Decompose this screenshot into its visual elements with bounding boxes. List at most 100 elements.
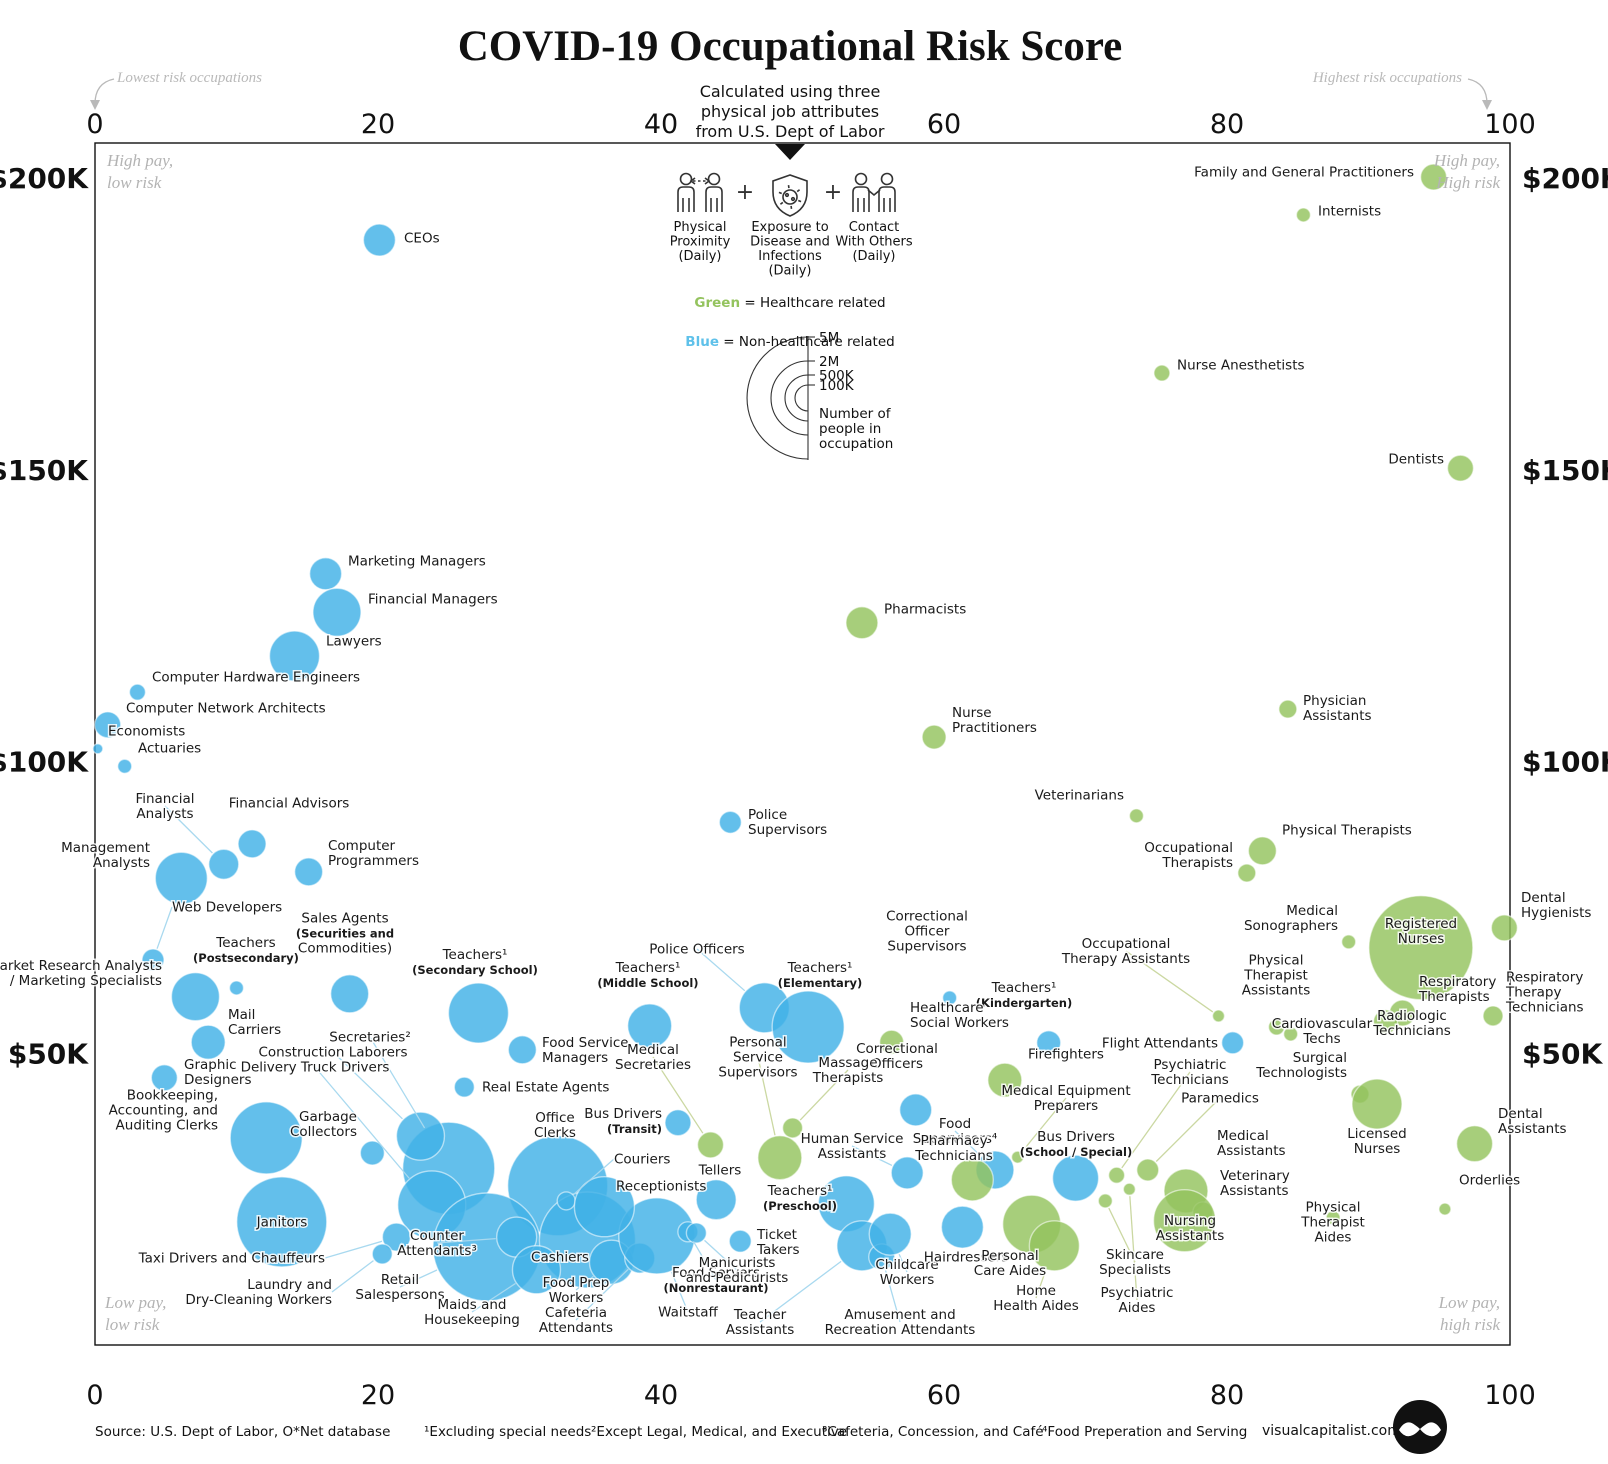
bubble-paramedics[interactable] <box>1136 1158 1160 1182</box>
bubble-human-service-assistants[interactable] <box>890 1156 924 1190</box>
bubble-pharmacists[interactable] <box>845 606 879 640</box>
bubble-occupational-therapists[interactable] <box>1237 863 1257 883</box>
bubble-orderlies[interactable] <box>1438 1202 1452 1216</box>
bubble-registered-nurses[interactable] <box>1368 895 1474 1001</box>
bubble-financial-advisors[interactable] <box>237 829 267 859</box>
label-hairdressers: Hairdressers <box>924 1250 1009 1266</box>
bubble-teachers-middle-school[interactable] <box>626 1003 673 1049</box>
bubble-respiratory-therapy-technicians[interactable] <box>1482 1005 1504 1027</box>
bubble-personal-service-supervisors[interactable] <box>757 1135 803 1181</box>
bubble-economists[interactable] <box>92 743 104 755</box>
bubble-laundry-and-dry-cleaning-workers[interactable] <box>371 1243 393 1265</box>
label-dentists: Dentists <box>1388 452 1444 468</box>
bubble-taxi-drivers-and-chauffeurs[interactable] <box>381 1222 412 1252</box>
bubble-lawyers[interactable] <box>268 630 321 682</box>
bubble-mail-carriers[interactable] <box>190 1024 226 1060</box>
bubble-teachers-secondary-school[interactable] <box>447 982 510 1044</box>
bubble-marketing-managers[interactable] <box>308 557 343 591</box>
label-firefighters: Firefighters <box>1028 1047 1104 1063</box>
bubble-financial-analysts[interactable] <box>208 848 240 880</box>
site-credit[interactable]: visualcapitalist.com <box>1262 1423 1401 1439</box>
bubble-correctional-officers[interactable] <box>899 1093 933 1127</box>
bubble-physical-therapist-assistants[interactable] <box>1267 1018 1286 1036</box>
bubble-teachers-postsecondary[interactable] <box>228 980 245 996</box>
bubble-correctional-officer-supervisors[interactable] <box>941 990 958 1006</box>
bubble-occupational-therapy-assistants[interactable] <box>1211 1009 1226 1023</box>
x-tick-top-0: 0 <box>86 109 103 140</box>
healthcare-color-text: = Healthcare related <box>740 294 886 311</box>
bubble-veterinarians[interactable] <box>1128 808 1145 824</box>
label-computer-network-architects: Computer Network Architects <box>126 701 326 717</box>
bubble-teachers-elementary[interactable] <box>771 990 845 1064</box>
bubble-physical-therapists[interactable] <box>1247 836 1278 866</box>
bubble-internists[interactable] <box>1295 207 1312 223</box>
bubble-construction-laborers[interactable] <box>395 1111 446 1161</box>
bubble-graphic-designers[interactable] <box>150 1064 179 1092</box>
bubble-nursing-assistants[interactable] <box>1152 1189 1217 1253</box>
bubble-flight-attendants[interactable] <box>1220 1031 1245 1055</box>
bubble-management-analysts[interactable] <box>154 851 209 905</box>
bubble-physical-therapist-aides[interactable] <box>1325 1210 1341 1226</box>
bubble-radiologic-technicians[interactable] <box>1372 1009 1399 1035</box>
bubble-couriers[interactable] <box>556 1191 576 1211</box>
bubble-medical-equipment-preparers[interactable] <box>1010 1150 1025 1164</box>
bubble-financial-managers[interactable] <box>312 587 362 637</box>
bubble-hairdressers[interactable] <box>940 1205 985 1249</box>
bubble-nurse-anesthetists[interactable] <box>1153 364 1171 382</box>
bubble-dental-assistants[interactable] <box>1455 1125 1494 1163</box>
bubble-medical-sonographers[interactable] <box>1340 934 1357 950</box>
leader-home-health-aides <box>1035 1270 1047 1299</box>
bubble-healthcare-social-workers[interactable] <box>878 1029 905 1055</box>
bubble-food-service-managers[interactable] <box>507 1035 538 1065</box>
bubble-computer-hardware-engineers[interactable] <box>128 683 147 701</box>
bubble-medical-secretaries[interactable] <box>696 1131 725 1159</box>
bubble-bus-drivers-transit[interactable] <box>664 1109 692 1137</box>
label-office-clerks: Office Clerks <box>534 1110 576 1141</box>
bubble-psychiatric-technicians[interactable] <box>1107 1166 1126 1184</box>
color-legend: Green = Healthcare related Blue = Non-he… <box>0 274 1580 372</box>
bubble-maids-and-housekeeping[interactable] <box>511 1245 562 1295</box>
bubble-sales-agents-securities-and-commodities[interactable] <box>330 974 370 1014</box>
leader-skincare-specialists <box>1108 1207 1136 1263</box>
bubbles-layer <box>92 163 1519 1302</box>
size-label-5M: 5M <box>819 330 839 346</box>
physical-proximity-icon <box>677 172 723 212</box>
bubble-ceos[interactable] <box>362 223 397 257</box>
bubble-nurse-practitioners[interactable] <box>921 724 947 750</box>
label-skincare-specialists: Skincare Specialists <box>1099 1247 1171 1278</box>
bubble-actuaries[interactable] <box>117 758 133 774</box>
bubble-firefighters[interactable] <box>987 1062 1023 1098</box>
bubble-ticket-takers[interactable] <box>728 1229 752 1253</box>
bubble-home-health-aides[interactable] <box>1028 1220 1081 1272</box>
bubble-receptionists[interactable] <box>573 1176 636 1238</box>
bubble-childcare-workers[interactable] <box>868 1212 912 1256</box>
bubble-tellers[interactable] <box>695 1179 737 1221</box>
bubble-skincare-specialists[interactable] <box>1097 1193 1114 1209</box>
bubble-bookkeeping-accounting-and-auditing-clerks[interactable] <box>229 1101 303 1175</box>
bubble-real-estate-agents[interactable] <box>453 1076 476 1098</box>
bubble-web-developers[interactable] <box>141 948 165 972</box>
label-food-prep-workers: Food Prep Workers <box>543 1275 610 1306</box>
bubble-cardiovascular-techs[interactable] <box>1282 1026 1299 1042</box>
bubble-computer-programmers[interactable] <box>293 857 324 887</box>
bubble-janitors[interactable] <box>236 1176 328 1268</box>
y-tick-right-200: $200K <box>1522 162 1608 195</box>
bubble-teachers-kindergarten[interactable] <box>1036 1030 1062 1056</box>
label-police-supervisors: Police Supervisors <box>748 807 827 838</box>
bubble-computer-network-architects[interactable] <box>94 711 122 739</box>
bubble-garbage-collectors[interactable] <box>359 1140 386 1166</box>
bubble-dental-hygienists[interactable] <box>1490 914 1519 942</box>
bubble-dentists[interactable] <box>1446 454 1475 482</box>
bubble-family-and-general-practitioners[interactable] <box>1419 163 1448 191</box>
bubble-pharmacy-technicians[interactable] <box>950 1158 994 1202</box>
bubble-massage-therapists[interactable] <box>781 1117 804 1139</box>
bubble-manicurists-and-pedicurists[interactable] <box>685 1222 708 1244</box>
bubble-psychiatric-aides[interactable] <box>1122 1182 1137 1196</box>
y-tick-left-200: $200K <box>0 162 89 195</box>
bubble-police-supervisors[interactable] <box>718 810 743 834</box>
bubble-licensed-nurses[interactable] <box>1351 1078 1403 1130</box>
bubble-physician-assistants[interactable] <box>1278 699 1298 719</box>
bubble-market-research-analysts-marketing-specialists[interactable] <box>170 972 221 1022</box>
bubble-bus-drivers-school-special[interactable] <box>1051 1154 1100 1202</box>
